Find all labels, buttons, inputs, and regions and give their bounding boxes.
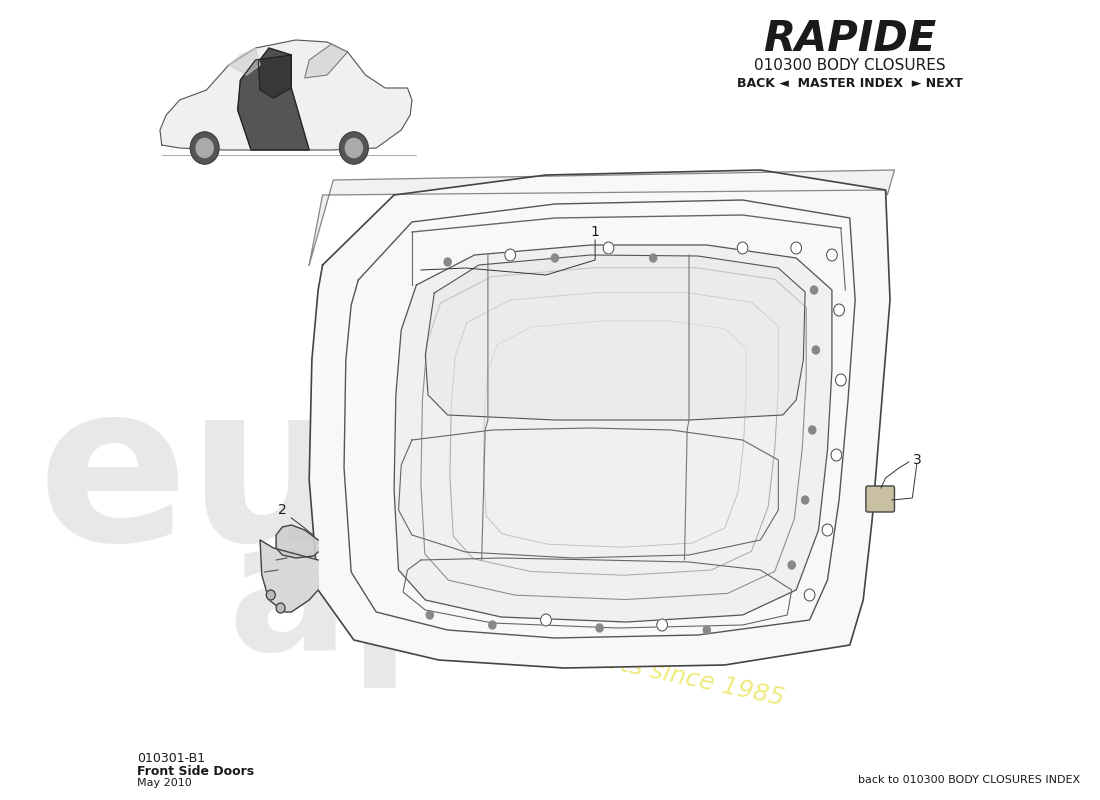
Circle shape: [811, 286, 817, 294]
Circle shape: [822, 524, 833, 536]
Circle shape: [426, 611, 433, 619]
Circle shape: [603, 242, 614, 254]
Text: a passion for parts since 1985: a passion for parts since 1985: [412, 609, 786, 711]
Polygon shape: [305, 44, 348, 78]
Text: RAPIDE: RAPIDE: [763, 18, 936, 60]
Circle shape: [804, 589, 815, 601]
Circle shape: [737, 242, 748, 254]
Polygon shape: [260, 540, 318, 612]
FancyBboxPatch shape: [866, 486, 894, 512]
Polygon shape: [238, 55, 309, 150]
Text: apart: apart: [228, 512, 776, 688]
Circle shape: [703, 626, 711, 634]
Text: Front Side Doors: Front Side Doors: [136, 765, 254, 778]
Circle shape: [196, 138, 213, 158]
Circle shape: [596, 624, 603, 632]
Circle shape: [345, 138, 362, 158]
Circle shape: [791, 242, 802, 254]
Circle shape: [836, 374, 846, 386]
Circle shape: [834, 304, 845, 316]
Circle shape: [190, 132, 219, 164]
Circle shape: [444, 258, 451, 266]
Circle shape: [802, 496, 808, 504]
Text: 1: 1: [591, 225, 600, 239]
Circle shape: [551, 254, 559, 262]
Polygon shape: [160, 40, 411, 150]
Text: 010301-B1: 010301-B1: [136, 752, 205, 765]
Text: 010300 BODY CLOSURES: 010300 BODY CLOSURES: [754, 58, 946, 73]
Circle shape: [808, 426, 816, 434]
Polygon shape: [229, 48, 260, 75]
Circle shape: [505, 249, 516, 261]
Circle shape: [830, 449, 842, 461]
Polygon shape: [309, 170, 894, 265]
Circle shape: [657, 619, 668, 631]
Polygon shape: [426, 255, 805, 420]
Text: back to 010300 BODY CLOSURES INDEX: back to 010300 BODY CLOSURES INDEX: [858, 775, 1080, 785]
Circle shape: [266, 590, 275, 600]
Circle shape: [488, 621, 496, 629]
Circle shape: [540, 614, 551, 626]
Text: europ: europ: [37, 373, 768, 587]
Circle shape: [650, 254, 657, 262]
Circle shape: [788, 561, 795, 569]
Polygon shape: [258, 48, 292, 98]
Text: 3: 3: [912, 453, 921, 467]
Polygon shape: [309, 170, 890, 668]
Text: BACK ◄  MASTER INDEX  ► NEXT: BACK ◄ MASTER INDEX ► NEXT: [737, 77, 962, 90]
Text: May 2010: May 2010: [136, 778, 191, 788]
Text: 2: 2: [278, 503, 287, 517]
Circle shape: [826, 249, 837, 261]
Circle shape: [340, 132, 368, 164]
Circle shape: [812, 346, 820, 354]
Polygon shape: [276, 525, 318, 558]
Polygon shape: [394, 245, 832, 622]
Circle shape: [276, 603, 285, 613]
